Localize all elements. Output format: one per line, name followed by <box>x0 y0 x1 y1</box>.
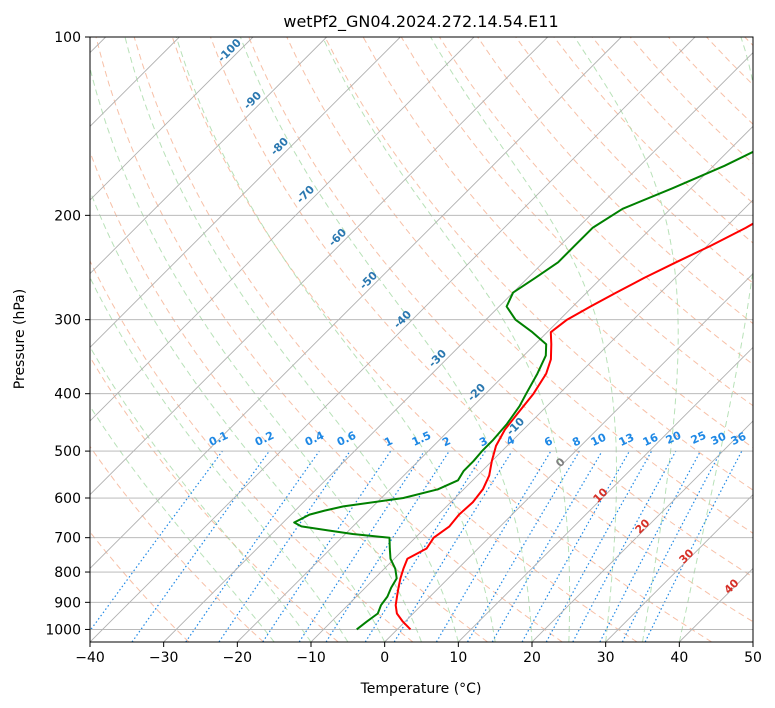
x-tick-label: −30 <box>149 650 179 666</box>
isotherm <box>458 346 753 642</box>
y-tick-label: 700 <box>54 531 81 547</box>
profiles <box>293 150 753 631</box>
dry-adiabat <box>286 37 753 534</box>
plot-background <box>90 37 753 642</box>
x-axis-label: Temperature (°C) <box>360 681 482 697</box>
dry-adiabat <box>95 37 563 642</box>
y-tick-label: 1000 <box>45 622 81 638</box>
plot-frame <box>89 36 754 643</box>
grid-lines <box>90 37 753 642</box>
mixing-ratio-line <box>90 450 223 632</box>
y-tick-label: 200 <box>54 208 81 224</box>
isotherm <box>90 37 475 422</box>
x-tick-label: −40 <box>75 650 105 666</box>
moist-adiabat <box>90 65 422 642</box>
y-tick-label: 500 <box>54 444 81 460</box>
moist-adiabat <box>678 37 753 642</box>
moist-adiabat <box>322 37 571 642</box>
mixing-ratio-label: 36 <box>729 430 749 448</box>
isotherm <box>90 37 254 201</box>
mixing-ratio-label: 30 <box>709 430 729 448</box>
dry-adiabat <box>90 356 339 642</box>
mixing-ratio-label: 25 <box>689 429 708 447</box>
chart-title: wetPf2_GN04.2024.272.14.54.E11 <box>283 12 558 32</box>
moist-adiabat <box>124 37 459 642</box>
isotherm <box>90 37 622 569</box>
dry-adiabat <box>171 37 712 642</box>
mixing-ratio-line <box>521 450 631 642</box>
dry-adiabat <box>515 37 753 284</box>
mixing-ratio-line <box>572 450 677 642</box>
x-tick-label: 0 <box>380 650 389 666</box>
moist-adiabat <box>90 189 386 642</box>
dry-adiabat <box>248 37 753 578</box>
x-tick-label: 50 <box>744 650 762 666</box>
dewpoint-profile <box>293 150 753 631</box>
y-tick-label: 900 <box>54 595 81 611</box>
mixing-ratio-label: 13 <box>617 431 636 449</box>
isotherm <box>163 52 753 642</box>
y-axis: 100 200 300 400 500 600 700 800 900 1000 <box>45 30 90 638</box>
isotherm <box>90 37 696 642</box>
x-tick-label: 10 <box>449 650 467 666</box>
isotherm <box>384 273 753 642</box>
dry-adiabat <box>133 37 638 642</box>
temperature-profile <box>394 222 753 631</box>
y-axis-label: Pressure (hPa) <box>12 289 28 389</box>
x-tick-label: 20 <box>523 650 541 666</box>
y-tick-label: 100 <box>54 30 81 46</box>
y-tick-label: 400 <box>54 387 81 403</box>
dry-adiabat <box>324 37 753 491</box>
isotherm <box>90 37 327 275</box>
moist-adiabat <box>430 37 617 642</box>
y-tick-label: 600 <box>54 491 81 507</box>
isotherm <box>90 37 548 496</box>
mixing-ratio-line <box>131 450 270 642</box>
y-tick-label: 800 <box>54 565 81 581</box>
mixing-ratio-line <box>185 450 320 642</box>
mixing-ratio-line <box>262 450 392 642</box>
isotherm <box>531 420 753 642</box>
mixing-ratio-line <box>393 450 513 642</box>
dry-adiabat <box>90 445 264 642</box>
mixing-ratio-line <box>218 450 351 642</box>
moist-adiabat <box>90 276 349 642</box>
mixing-ratio-label: 10 <box>589 431 609 449</box>
moist-adiabat <box>175 37 496 642</box>
mixing-ratio-label: 20 <box>664 429 684 447</box>
dry-adiabat <box>90 259 414 642</box>
isotherm <box>310 199 753 642</box>
mixing-ratio-line <box>545 450 653 642</box>
moist-adiabat <box>239 37 533 642</box>
y-tick-label: 300 <box>54 313 81 329</box>
x-tick-label: −20 <box>223 650 253 666</box>
isotherm <box>752 641 753 642</box>
background-lines <box>90 37 753 642</box>
x-tick-label: 30 <box>597 650 615 666</box>
isotherm <box>90 37 401 348</box>
mixing-ratio-line <box>325 450 450 642</box>
isotherm <box>605 494 753 642</box>
mixing-ratio-line <box>298 450 425 642</box>
moist-adiabat <box>90 405 275 642</box>
x-axis: −40 −30 −20 −10 0 10 20 30 40 50 <box>75 642 762 666</box>
x-tick-label: 40 <box>670 650 688 666</box>
x-tick-label: −10 <box>296 650 326 666</box>
dry-adiabat <box>210 37 753 623</box>
mixing-ratio-label: 16 <box>641 431 661 449</box>
mixing-ratio-line <box>644 450 743 642</box>
moist-adiabat <box>574 37 679 642</box>
